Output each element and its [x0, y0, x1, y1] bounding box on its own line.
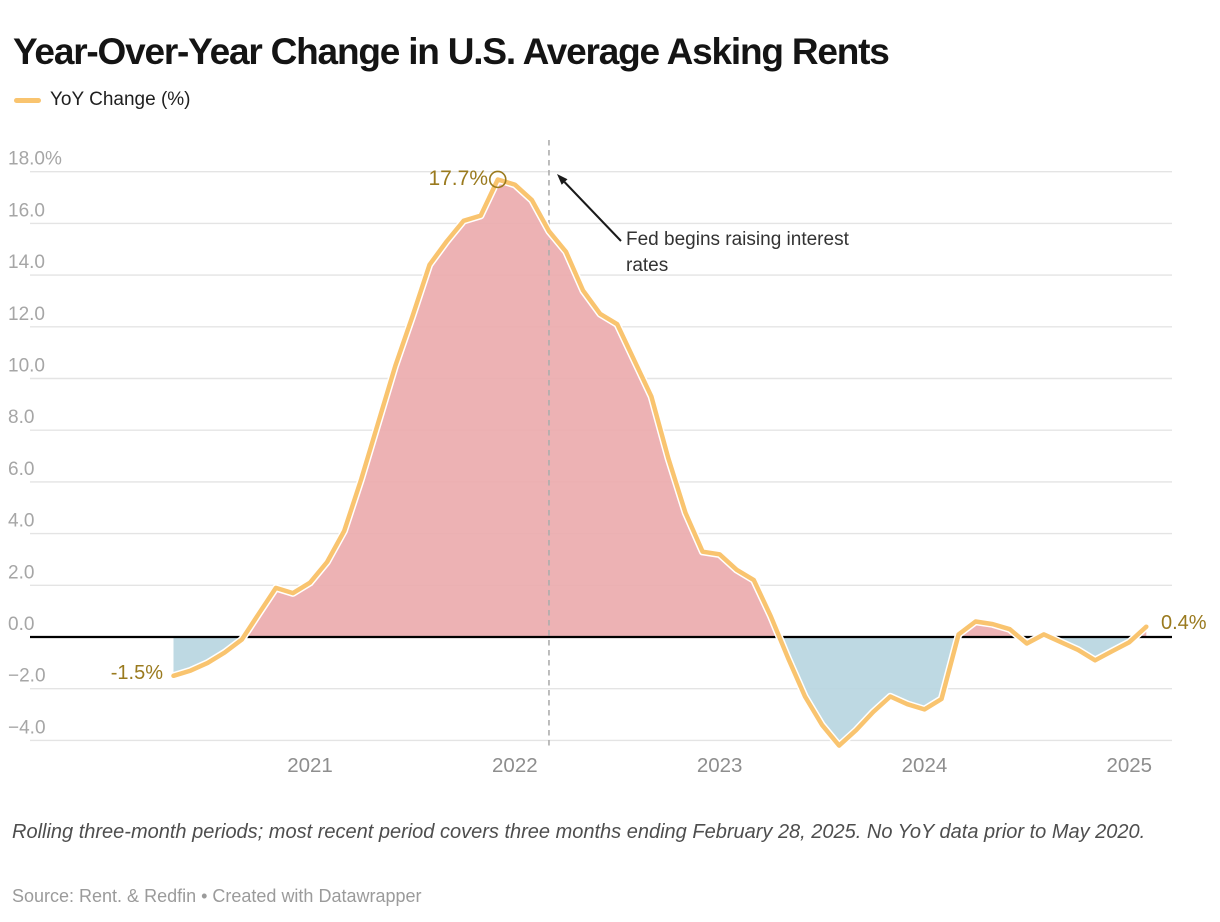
- y-axis-tick-label: 10.0: [8, 356, 45, 377]
- y-axis-tick-label: 2.0: [8, 562, 34, 583]
- series-line: [171, 177, 1149, 748]
- y-axis-tick-label: −4.0: [8, 717, 46, 738]
- legend-line-swatch: [14, 97, 41, 103]
- annotation-arrow-shaft: [563, 181, 622, 242]
- x-axis-tick-label: 2025: [1106, 754, 1152, 777]
- y-axis-tick-label: 12.0: [8, 304, 45, 325]
- chart-notes: Rolling three-month periods; most recent…: [12, 821, 1146, 843]
- page-title: Year-Over-Year Change in U.S. Average As…: [13, 30, 890, 72]
- y-axis-tick-label: 8.0: [8, 407, 34, 428]
- y-axis-tick-label: 16.0: [8, 200, 45, 221]
- end-value-label: 0.4%: [1161, 612, 1207, 634]
- peak-value-label: 17.7%: [428, 167, 488, 190]
- peak-marker-circle: [488, 170, 507, 189]
- y-axis-tick-label: 0.0: [8, 614, 34, 635]
- x-axis-tick-label: 2023: [697, 754, 743, 777]
- y-axis-tick-label: 4.0: [8, 511, 34, 532]
- y-axis-tick-label: 18.0%: [8, 149, 62, 170]
- y-axis-tick-label: −2.0: [8, 666, 46, 687]
- x-axis-tick-label: 2021: [287, 754, 333, 777]
- legend-label: YoY Change (%): [50, 89, 191, 110]
- start-value-label: -1.5%: [110, 662, 163, 684]
- source-line: Source: Rent. & Redfin • Created with Da…: [12, 886, 422, 906]
- y-axis-tick-label: 6.0: [8, 459, 34, 480]
- area-fill-negative: [173, 637, 1147, 746]
- y-axis-tick-label: 14.0: [8, 252, 45, 273]
- x-axis-tick-label: 2024: [902, 754, 948, 777]
- legend: YoY Change (%): [14, 88, 191, 112]
- x-axis-tick-label: 2022: [492, 754, 538, 777]
- annotation-arrow-head: [557, 174, 568, 185]
- area-fill-positive: [173, 179, 1147, 637]
- fed-rate-annotation: Fed begins raising interest rates: [626, 229, 849, 277]
